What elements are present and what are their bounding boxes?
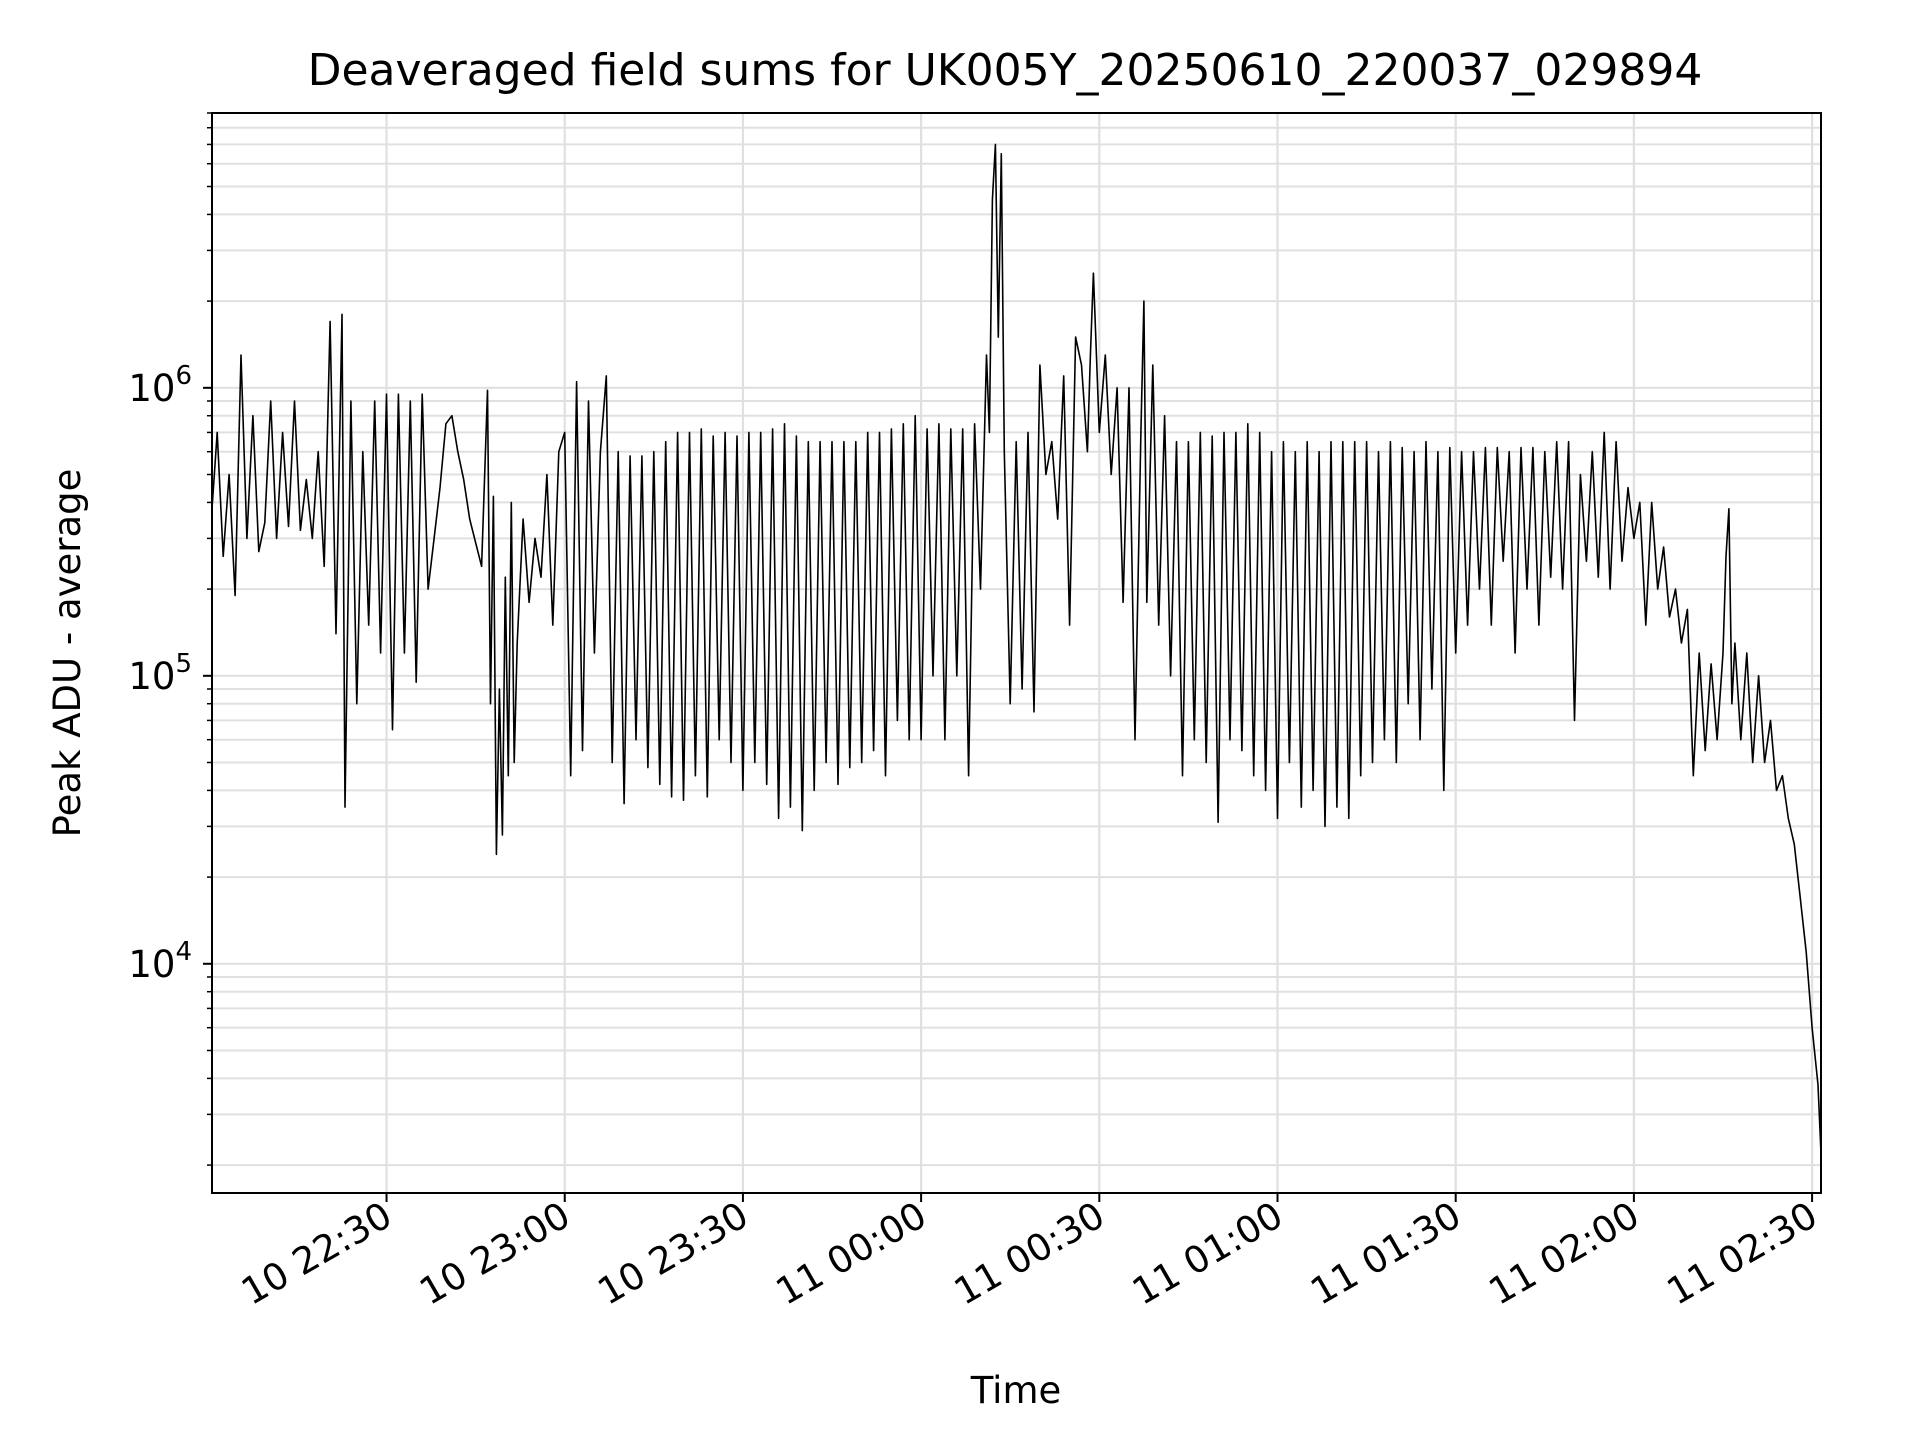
y-axis-label: Peak ADU - average <box>46 469 89 838</box>
y-tick-label-exponent: 5 <box>175 649 192 679</box>
y-tick-label-base: 10 <box>128 367 175 410</box>
chart-title: Deaveraged field sums for UK005Y_2025061… <box>308 45 1703 96</box>
y-tick-label: 104 <box>128 937 192 986</box>
plot-area-frame <box>211 112 1822 1194</box>
y-tick-label: 106 <box>128 361 192 410</box>
minor-gridlines <box>212 112 1821 1167</box>
y-tick-label-base: 10 <box>128 655 175 698</box>
y-tick-label: 105 <box>128 649 192 698</box>
series-line <box>211 143 1822 1154</box>
major-gridlines <box>212 113 1821 1193</box>
x-axis-label: Time <box>970 1369 1062 1412</box>
y-tick-label-base: 10 <box>128 943 175 986</box>
y-tick-label-exponent: 4 <box>175 937 192 967</box>
y-tick-label-exponent: 6 <box>175 361 192 391</box>
